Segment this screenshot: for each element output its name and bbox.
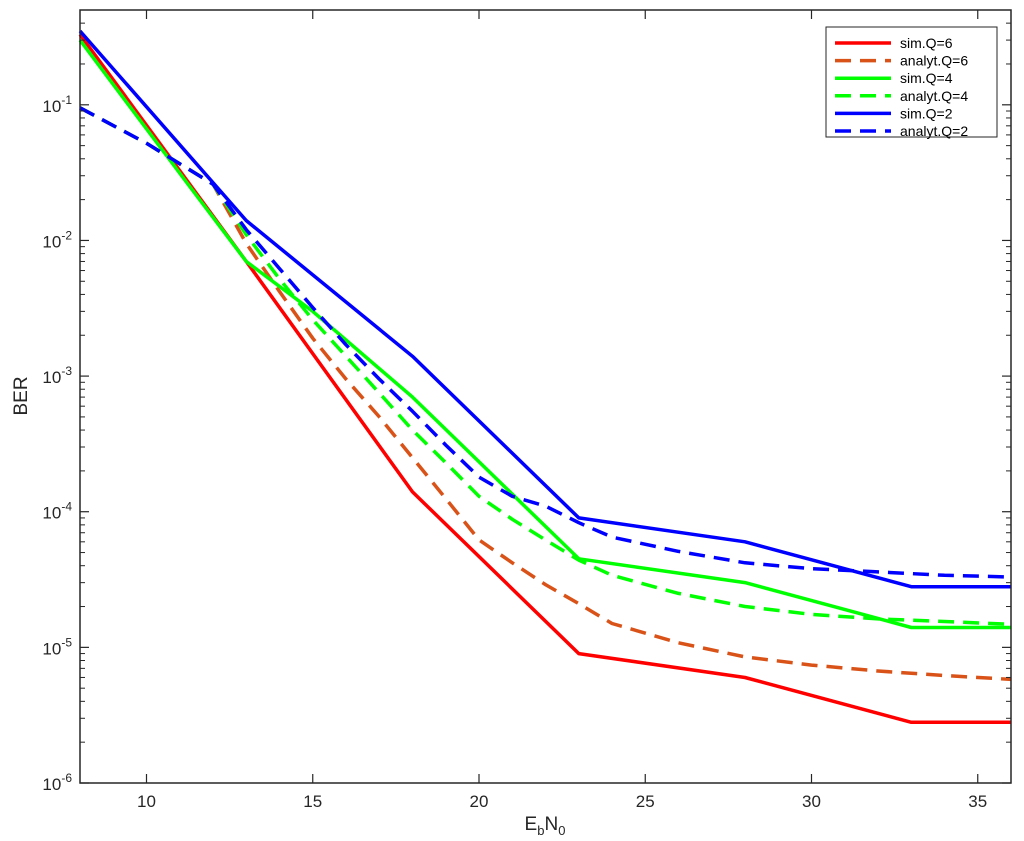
plot-frame (79, 9, 1012, 784)
legend-label-sim-q-2: sim.Q=2 (900, 105, 953, 121)
x-tick-label: 25 (636, 792, 655, 811)
x-tick-label: 20 (470, 792, 489, 811)
series-line-analyt-q-2 (79, 106, 1012, 579)
y-tick-label: 10-3 (42, 364, 72, 387)
y-axis-label: BER (11, 376, 32, 415)
x-tick-label: 35 (968, 792, 987, 811)
y-tick-label: 10-5 (42, 635, 72, 658)
legend-label-analyt-q-4: analyt.Q=4 (900, 88, 968, 104)
y-tick-label: 10-2 (42, 228, 72, 251)
y-tick-label: 10-6 (42, 771, 72, 794)
x-tick-label: 30 (802, 792, 821, 811)
series-line-sim-q-4 (78, 39, 1011, 630)
legend-label-sim-q-4: sim.Q=4 (900, 70, 953, 86)
x-axis-label: EbN0 (525, 814, 566, 838)
legend-box (825, 26, 998, 138)
series-line-sim-q-2 (78, 29, 1011, 589)
x-tick-label: 10 (137, 792, 156, 811)
x-tick-label: 15 (303, 792, 322, 811)
series-line-analyt-q-4 (79, 106, 1012, 627)
y-tick-label: 10-1 (42, 93, 72, 116)
series-layer (78, 29, 1012, 725)
y-tick-label: 10-4 (42, 500, 72, 523)
series-line-analyt-q-6 (79, 106, 1012, 682)
legend-label-analyt-q-2: analyt.Q=2 (900, 123, 968, 139)
ticks-layer: 10 15 20 25 30 35 10-1 10-2 10-3 10-4 10-5 10-6 (42, 9, 1011, 811)
legend-label-sim-q-6: sim.Q=6 (900, 35, 953, 51)
plot-area (80, 10, 1011, 783)
legend-label-analyt-q-6: analyt.Q=6 (900, 53, 968, 69)
